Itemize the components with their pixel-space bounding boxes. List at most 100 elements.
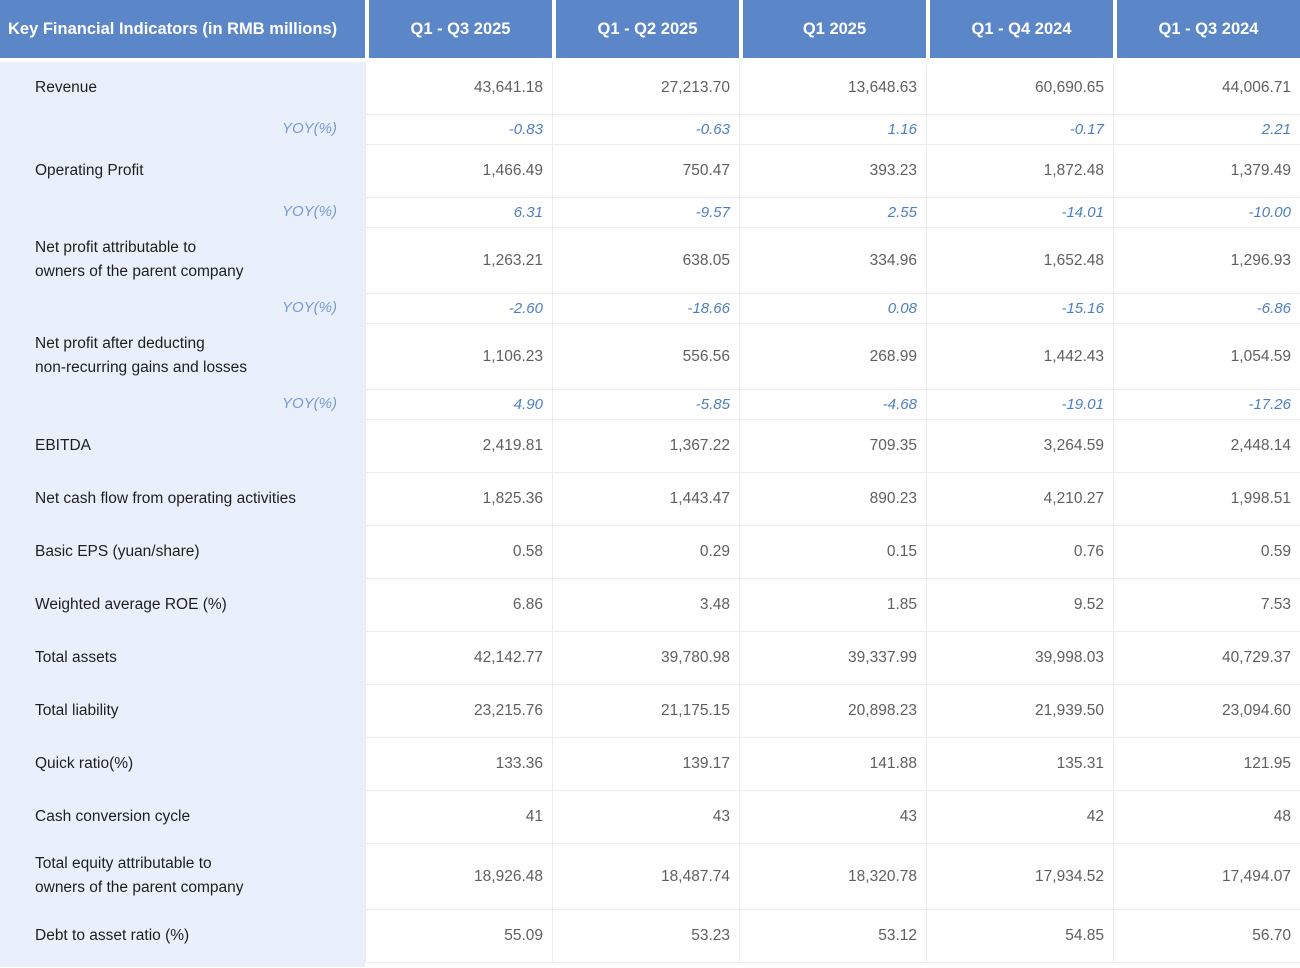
value-cell: 40,729.37 <box>1113 631 1300 684</box>
value-cell: 1,443.47 <box>552 472 739 525</box>
row-label: Total equity attributable to owners of t… <box>0 843 365 909</box>
row-label: Net profit after deducting non-recurring… <box>0 323 365 389</box>
yoy-value-cell: -6.86 <box>1113 293 1300 323</box>
row-label: Basic EPS (yuan/share) <box>0 525 365 578</box>
row-label: Cash conversion cycle <box>0 790 365 843</box>
table-title: Key Financial Indicators (in RMB million… <box>0 0 365 62</box>
value-cell: 1,442.43 <box>926 323 1113 389</box>
value-cell: 709.35 <box>739 419 926 472</box>
yoy-row: YOY(%) -0.83 -0.63 1.16 -0.17 2.21 <box>0 114 1300 144</box>
bottom-edge-cell <box>365 962 552 967</box>
value-cell: 1,998.51 <box>1113 472 1300 525</box>
value-cell: 0.59 <box>1113 525 1300 578</box>
value-cell: 43,641.18 <box>365 62 552 114</box>
value-cell: 2,448.14 <box>1113 419 1300 472</box>
yoy-row: YOY(%) -2.60 -18.66 0.08 -15.16 -6.86 <box>0 293 1300 323</box>
yoy-value-cell: -18.66 <box>552 293 739 323</box>
value-cell: 60,690.65 <box>926 62 1113 114</box>
value-cell: 268.99 <box>739 323 926 389</box>
row-label: Debt to asset ratio (%) <box>0 909 365 962</box>
row-label: EBITDA <box>0 419 365 472</box>
yoy-value-cell: 0.08 <box>739 293 926 323</box>
value-cell: 17,934.52 <box>926 843 1113 909</box>
metric-row: Total equity attributable to owners of t… <box>0 843 1300 909</box>
value-cell: 0.29 <box>552 525 739 578</box>
metric-row: Cash conversion cycle 41 43 43 42 48 <box>0 790 1300 843</box>
value-cell: 0.76 <box>926 525 1113 578</box>
value-cell: 21,175.15 <box>552 684 739 737</box>
value-cell: 0.15 <box>739 525 926 578</box>
yoy-label: YOY(%) <box>0 293 365 323</box>
yoy-value-cell: -10.00 <box>1113 197 1300 227</box>
value-cell: 20,898.23 <box>739 684 926 737</box>
value-cell: 135.31 <box>926 737 1113 790</box>
yoy-value-cell: 2.55 <box>739 197 926 227</box>
bottom-edge-label-cell <box>0 962 365 967</box>
value-cell: 39,998.03 <box>926 631 1113 684</box>
value-cell: 1,054.59 <box>1113 323 1300 389</box>
value-cell: 44,006.71 <box>1113 62 1300 114</box>
metric-row: Net profit attributable to owners of the… <box>0 227 1300 293</box>
metric-row: Total liability 23,215.76 21,175.15 20,898.… <box>0 684 1300 737</box>
value-cell: 133.36 <box>365 737 552 790</box>
value-cell: 121.95 <box>1113 737 1300 790</box>
value-cell: 56.70 <box>1113 909 1300 962</box>
column-header-q1-q4-2024: Q1 - Q4 2024 <box>926 0 1113 62</box>
value-cell: 6.86 <box>365 578 552 631</box>
metric-row: Net cash flow from operating activities 1… <box>0 472 1300 525</box>
value-cell: 23,094.60 <box>1113 684 1300 737</box>
value-cell: 18,320.78 <box>739 843 926 909</box>
value-cell: 27,213.70 <box>552 62 739 114</box>
value-cell: 3.48 <box>552 578 739 631</box>
table-header-row: Key Financial Indicators (in RMB million… <box>0 0 1300 62</box>
value-cell: 53.12 <box>739 909 926 962</box>
value-cell: 53.23 <box>552 909 739 962</box>
value-cell: 139.17 <box>552 737 739 790</box>
yoy-value-cell: 1.16 <box>739 114 926 144</box>
bottom-edge-cell <box>739 962 926 967</box>
yoy-row: YOY(%) 6.31 -9.57 2.55 -14.01 -10.00 <box>0 197 1300 227</box>
row-label: Revenue <box>0 62 365 114</box>
value-cell: 3,264.59 <box>926 419 1113 472</box>
value-cell: 41 <box>365 790 552 843</box>
yoy-label: YOY(%) <box>0 389 365 419</box>
value-cell: 42 <box>926 790 1113 843</box>
yoy-value-cell: 6.31 <box>365 197 552 227</box>
value-cell: 638.05 <box>552 227 739 293</box>
yoy-value-cell: -0.63 <box>552 114 739 144</box>
metric-row: Net profit after deducting non-recurring… <box>0 323 1300 389</box>
table-bottom-edge <box>0 962 1300 967</box>
value-cell: 13,648.63 <box>739 62 926 114</box>
yoy-value-cell: -4.68 <box>739 389 926 419</box>
value-cell: 2,419.81 <box>365 419 552 472</box>
value-cell: 4,210.27 <box>926 472 1113 525</box>
metric-row: Total assets 42,142.77 39,780.98 39,337.99 3… <box>0 631 1300 684</box>
value-cell: 1,263.21 <box>365 227 552 293</box>
value-cell: 1,106.23 <box>365 323 552 389</box>
row-label: Weighted average ROE (%) <box>0 578 365 631</box>
row-label: Net cash flow from operating activities <box>0 472 365 525</box>
value-cell: 890.23 <box>739 472 926 525</box>
value-cell: 750.47 <box>552 144 739 197</box>
value-cell: 48 <box>1113 790 1300 843</box>
metric-row: Debt to asset ratio (%) 55.09 53.23 53.12 54… <box>0 909 1300 962</box>
yoy-value-cell: -2.60 <box>365 293 552 323</box>
row-label: Quick ratio(%) <box>0 737 365 790</box>
yoy-label: YOY(%) <box>0 197 365 227</box>
value-cell: 42,142.77 <box>365 631 552 684</box>
yoy-value-cell: -9.57 <box>552 197 739 227</box>
yoy-value-cell: -14.01 <box>926 197 1113 227</box>
row-label: Total liability <box>0 684 365 737</box>
yoy-value-cell: -5.85 <box>552 389 739 419</box>
value-cell: 1,466.49 <box>365 144 552 197</box>
table-body: Revenue 43,641.18 27,213.70 13,648.63 60,690… <box>0 62 1300 967</box>
yoy-value-cell: -0.17 <box>926 114 1113 144</box>
value-cell: 23,215.76 <box>365 684 552 737</box>
row-label: Total assets <box>0 631 365 684</box>
bottom-edge-cell <box>1113 962 1300 967</box>
value-cell: 7.53 <box>1113 578 1300 631</box>
value-cell: 1,825.36 <box>365 472 552 525</box>
value-cell: 1,652.48 <box>926 227 1113 293</box>
metric-row: Basic EPS (yuan/share) 0.58 0.29 0.15 0.76 0.… <box>0 525 1300 578</box>
row-label: Net profit attributable to owners of the… <box>0 227 365 293</box>
